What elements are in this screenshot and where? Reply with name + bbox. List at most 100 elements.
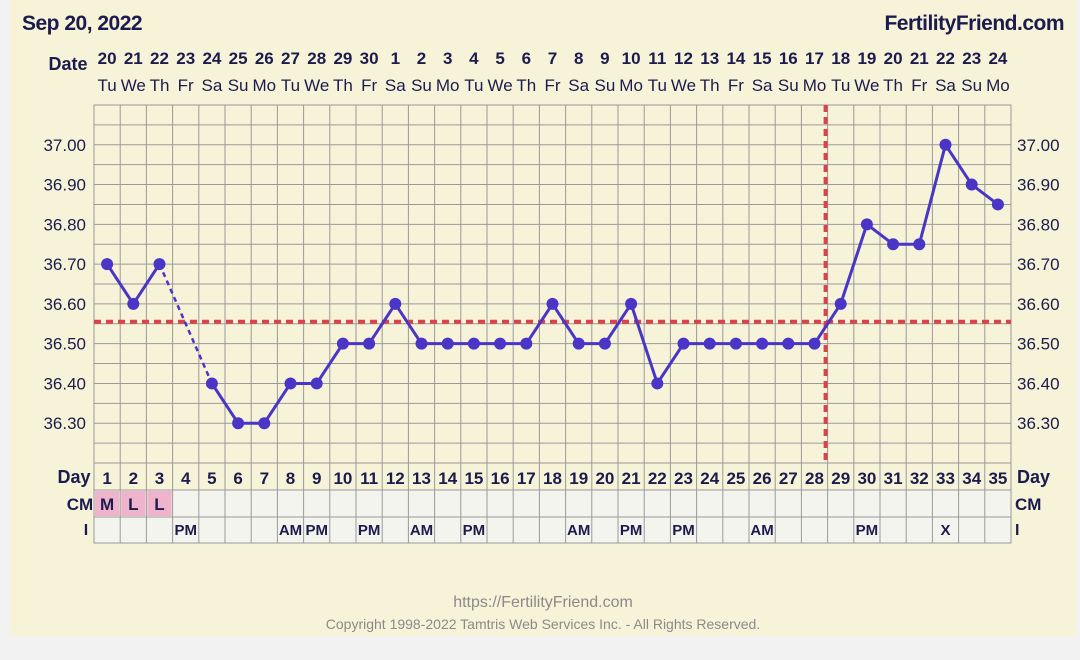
temp-point (441, 337, 454, 350)
weekday-label: Su (595, 76, 616, 95)
y-tick-label-left: 36.90 (43, 176, 86, 195)
temp-point (127, 297, 140, 310)
date-label: 22 (150, 49, 169, 68)
date-label: 16 (779, 49, 798, 68)
weekday-label: Tu (97, 76, 116, 95)
temp-point (651, 377, 664, 390)
y-tick-label-right: 36.30 (1017, 414, 1060, 433)
temp-line-segment (603, 303, 633, 345)
weekday-label: Fr (728, 76, 744, 95)
date-label: 14 (726, 49, 745, 68)
temp-point (232, 417, 245, 430)
cm-value: M (100, 495, 114, 514)
weekday-label: Sa (752, 76, 773, 95)
temp-point (625, 297, 638, 310)
cycle-day-label: 13 (412, 469, 431, 488)
date-row-label: Date (48, 54, 87, 74)
cycle-day-label: 28 (805, 469, 824, 488)
temp-line-segment (394, 303, 423, 345)
weekday-label: Mo (803, 76, 827, 95)
date-label: 8 (574, 49, 583, 68)
temp-point (467, 337, 480, 350)
cycle-day-label: 20 (595, 469, 614, 488)
brand-logo[interactable]: FertilityFriend.com (884, 12, 1064, 35)
date-label: 21 (910, 49, 929, 68)
chart-date: Sep 20, 2022 (22, 12, 143, 35)
cycle-day-label: 5 (207, 469, 216, 488)
temp-line-segment (132, 263, 161, 305)
date-label: 24 (988, 49, 1007, 68)
weekday-label: Sa (568, 76, 589, 95)
cycle-day-label: 27 (779, 469, 798, 488)
cm-cell-fill (121, 491, 146, 516)
weekday-label: Tu (831, 76, 850, 95)
temp-line-segment (656, 342, 685, 385)
temp-line-segment (525, 303, 554, 345)
date-label: 11 (648, 49, 666, 68)
cycle-day-label: 21 (622, 469, 641, 488)
intercourse-value: AM (279, 522, 302, 539)
cycle-day-label: 33 (936, 469, 955, 488)
date-label: 13 (700, 49, 719, 68)
intercourse-value: PM (672, 522, 695, 539)
y-tick-label-left: 36.30 (43, 414, 86, 433)
footer-copyright: Copyright 1998-2022 Tamtris Web Services… (325, 616, 761, 632)
footer-url[interactable]: https://FertilityFriend.com (453, 594, 633, 611)
weekday-label: Sa (935, 76, 956, 95)
cycle-day-label: 30 (857, 469, 876, 488)
temp-line-segment (210, 382, 240, 425)
temp-line-segment (629, 303, 659, 384)
day-row-label-right: Day (1017, 467, 1050, 487)
cycle-day-label: 22 (648, 469, 667, 488)
cycle-day-label: 10 (333, 469, 352, 488)
weekday-label: Mo (252, 76, 276, 95)
intercourse-value: PM (856, 522, 879, 539)
date-label: 22 (936, 49, 955, 68)
date-label: 6 (522, 49, 531, 68)
cm-value: L (154, 495, 164, 514)
date-label: 12 (674, 49, 693, 68)
cycle-day-label: 24 (700, 469, 719, 488)
temp-point (756, 337, 769, 350)
table-row-bg (93, 516, 1012, 544)
y-tick-label-right: 36.40 (1017, 374, 1060, 393)
temp-point (808, 337, 821, 350)
date-label: 19 (857, 49, 876, 68)
intercourse-value: AM (410, 522, 433, 539)
temp-line-segment (551, 303, 580, 345)
temp-line-segment (813, 303, 842, 345)
intercourse-row-label-left: I (84, 522, 88, 539)
date-label: 24 (202, 49, 221, 68)
temp-line-segment (105, 263, 135, 305)
weekday-label: Sa (385, 76, 406, 95)
cycle-day-label: 1 (102, 469, 111, 488)
intercourse-value: AM (750, 522, 773, 539)
date-label: 30 (360, 49, 379, 68)
y-tick-label-left: 37.00 (43, 136, 86, 155)
cycle-day-label: 9 (312, 469, 321, 488)
date-label: 9 (600, 49, 609, 68)
intercourse-value: PM (620, 522, 643, 539)
y-tick-label-right: 36.70 (1017, 255, 1060, 274)
cm-cell-fill (147, 491, 172, 516)
temp-point (494, 337, 507, 350)
y-tick-label-right: 36.60 (1017, 295, 1060, 314)
date-label: 21 (124, 49, 143, 68)
temp-point (729, 337, 742, 350)
date-label: 1 (391, 49, 400, 68)
y-tick-label-right: 37.00 (1017, 136, 1060, 155)
temp-line-segment (839, 223, 869, 305)
weekday-label: Su (411, 76, 432, 95)
y-tick-label-right: 36.80 (1017, 215, 1060, 234)
temp-point (939, 138, 952, 151)
y-tick-label-left: 36.40 (43, 374, 86, 393)
cycle-day-label: 7 (260, 469, 269, 488)
intercourse-row-label-right: I (1015, 522, 1019, 539)
weekday-label: Tu (648, 76, 667, 95)
date-label: 17 (805, 49, 824, 68)
weekday-label: Th (150, 76, 170, 95)
cycle-day-label: 32 (910, 469, 929, 488)
weekday-label: We (304, 76, 329, 95)
date-label: 15 (753, 49, 772, 68)
weekday-label: Tu (464, 76, 483, 95)
